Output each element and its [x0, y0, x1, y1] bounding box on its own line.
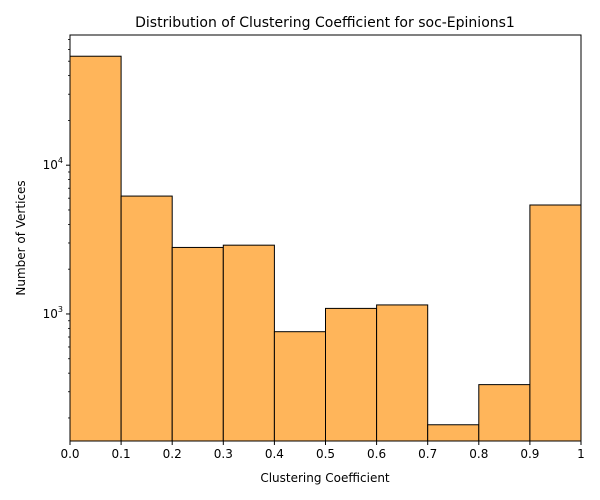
x-axis: 0.0 0.1 0.2 0.3 0.4 0.5 0.6 0.7 0.8 0.9 1 [60, 441, 585, 461]
x-tick-label: 0.6 [367, 447, 386, 461]
x-tick-label: 0.7 [418, 447, 437, 461]
x-tick-label: 0.8 [469, 447, 488, 461]
histogram-bar [325, 307, 378, 442]
histogram-bar [478, 384, 531, 442]
histogram-bar [376, 304, 429, 442]
histogram-bar [529, 204, 582, 442]
y-tick-label: 104 [43, 156, 63, 172]
x-tick-label: 0.1 [112, 447, 131, 461]
x-tick-label: 1 [577, 447, 585, 461]
histogram-bar [120, 195, 173, 442]
histogram-bar [273, 331, 326, 442]
histogram-bar [222, 244, 275, 442]
histogram-bar [171, 246, 224, 442]
x-tick-label: 0.0 [60, 447, 79, 461]
chart-title: Distribution of Clustering Coefficient f… [135, 15, 515, 31]
y-axis-label: Number of Vertices [14, 180, 28, 295]
x-tick-label: 0.5 [316, 447, 335, 461]
histogram-bar [427, 424, 480, 442]
y-axis: 103 104 [43, 39, 70, 419]
x-tick-label: 0.2 [163, 447, 182, 461]
x-tick-label: 0.4 [265, 447, 284, 461]
histogram-bar [69, 55, 122, 442]
x-axis-label: Clustering Coefficient [260, 471, 390, 485]
y-tick-label: 103 [43, 305, 63, 321]
x-tick-label: 0.3 [214, 447, 233, 461]
bars-group [69, 55, 582, 442]
x-tick-label: 0.9 [520, 447, 539, 461]
